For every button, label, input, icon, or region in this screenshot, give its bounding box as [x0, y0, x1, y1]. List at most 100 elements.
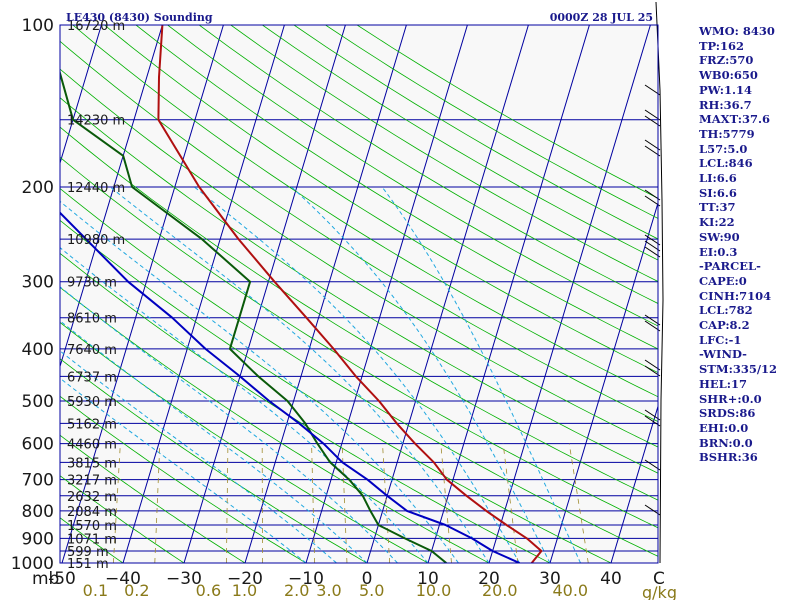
- dry-adiabat--30: [60, 475, 185, 563]
- stat-line: RH:36.7: [699, 97, 752, 112]
- temperature-tick-label: −30: [166, 569, 202, 589]
- dewpoint-trace: [60, 69, 447, 563]
- temperature-tick-label: 0: [362, 569, 373, 589]
- dry-adiabat-80: [60, 97, 658, 474]
- height-label: 151 m: [67, 557, 109, 572]
- temperature-unit-label: C: [653, 569, 665, 589]
- stat-line: SI:6.6: [699, 185, 737, 200]
- moist-adiabat-5: [60, 286, 398, 563]
- sounding-indices-panel: WMO: 8430 TP:162 FRZ:570 WB0:650 PW:1.14 RH:3…: [699, 24, 799, 465]
- axis-labels: 0.1 0.2 0.6 1.0 2.0 3.0 5.0 10.0 20.0 40.01002003…: [11, 16, 622, 600]
- dry-adiabat-60: [60, 156, 658, 529]
- isotherm--20: [244, 25, 407, 563]
- stat-line: LFC:-1: [699, 332, 742, 347]
- mixing-ratio-tick-label: 3.0: [316, 581, 341, 600]
- temperature-tick-label: 30: [539, 569, 561, 589]
- isotherm-20: [488, 25, 651, 563]
- height-label: 4460 m: [67, 438, 117, 453]
- dry-adiabat-50: [60, 187, 658, 557]
- mixing-ratio-tick-label: 10.0: [416, 581, 452, 600]
- height-label: 2084 m: [67, 505, 117, 520]
- isotherm--60: [60, 25, 163, 369]
- mixing-ratio-tick-label: 0.6: [196, 581, 221, 600]
- stat-line: -WIND-: [699, 347, 747, 362]
- pressure-tick-label: 300: [22, 273, 54, 293]
- sounding-traces: [60, 25, 543, 563]
- mixing-ratio-line-20: [502, 443, 519, 563]
- dry-adiabat-120: [104, 25, 658, 374]
- pressure-tick-label: 1000: [11, 554, 54, 574]
- stat-line: TP:162: [699, 38, 745, 53]
- dry-adiabat-100: [60, 40, 658, 423]
- mixing-ratio-tick-label: 5.0: [359, 581, 384, 600]
- pressure-tick-label: 100: [22, 16, 54, 36]
- stat-line: CAP:8.2: [699, 318, 750, 333]
- stat-line: KI:22: [699, 215, 735, 230]
- temperature-tick-label: −20: [227, 569, 263, 589]
- dry-adiabat-130: [135, 25, 658, 350]
- stat-line: HEL:17: [699, 376, 747, 391]
- stat-line: CINH:7104: [699, 288, 772, 303]
- isotherm-30: [549, 201, 658, 563]
- stat-line: STM:335/12: [699, 362, 778, 377]
- stat-line: LI:6.6: [699, 171, 737, 186]
- dry-adiabat--40: [60, 517, 124, 563]
- moist-adiabat--10: [60, 377, 307, 563]
- dry-adiabat-150: [198, 25, 658, 304]
- stat-line: LCL:782: [699, 303, 753, 318]
- height-label: 12440 m: [67, 181, 125, 196]
- isotherm--40: [122, 25, 285, 563]
- height-label: 9730 m: [67, 276, 117, 291]
- mixing-ratio-tick-label: 1.0: [232, 581, 257, 600]
- moist-adiabat--5: [60, 350, 337, 563]
- dry-adiabat-70: [60, 126, 658, 501]
- stat-line: WB0:650: [699, 68, 758, 83]
- temperature-tick-label: -50: [48, 569, 76, 589]
- stat-line: TT:37: [699, 200, 736, 215]
- diagram-grid: [60, 25, 658, 563]
- mixing-ratio-tick-label: 0.2: [124, 581, 149, 600]
- dry-adiabat-20: [60, 286, 490, 563]
- dry-adiabat-170: [262, 25, 658, 261]
- pressure-tick-label: 500: [22, 392, 54, 412]
- isotherm-0: [366, 25, 529, 563]
- moist-adiabat-30: [291, 186, 551, 563]
- valid-time: 0000Z 28 JUL 25: [550, 11, 653, 24]
- height-label: 1570 m: [67, 519, 117, 534]
- moist-adiabat-10: [60, 246, 429, 563]
- height-label: 5930 m: [67, 395, 117, 410]
- height-label: 16720 m: [67, 19, 125, 34]
- isotherm--70: [60, 25, 102, 165]
- height-label: 5162 m: [67, 417, 117, 432]
- stat-line: SW:90: [699, 229, 740, 244]
- mixing-ratio-tick-label: 0.1: [83, 581, 108, 600]
- temperature-trace: [157, 25, 543, 563]
- mixing-ratio-tick-label: 2.0: [284, 581, 309, 600]
- pressure-unit-label: mb: [32, 569, 59, 589]
- moist-adiabat-0: [60, 320, 368, 563]
- parcel-trace: [60, 211, 520, 563]
- stat-line: -PARCEL-: [699, 259, 761, 274]
- isotherm-40: [610, 404, 658, 563]
- temperature-tick-label: 10: [417, 569, 439, 589]
- stat-line: MAXT:37.6: [699, 112, 770, 127]
- moist-adiabat-15: [60, 200, 459, 563]
- stat-line: EHI:0.0: [699, 420, 749, 435]
- height-label: 2632 m: [67, 490, 117, 505]
- stat-line: PW:1.14: [699, 82, 753, 97]
- dry-adiabat-90: [60, 68, 658, 448]
- mixing-ratio-unit-label: g/kg: [642, 583, 677, 600]
- mixing-ratio-tick-label: 40.0: [552, 581, 588, 600]
- pressure-tick-label: 600: [22, 435, 54, 455]
- dry-adiabat--20: [60, 434, 246, 563]
- moist-adiabat-20: [109, 186, 490, 563]
- isotherm--10: [305, 25, 468, 563]
- dry-adiabat-160: [230, 25, 658, 282]
- height-label: 14230 m: [67, 114, 125, 129]
- plot-frame: [59, 24, 659, 564]
- height-label: 10980 m: [67, 233, 125, 248]
- temperature-tick-label: −40: [105, 569, 141, 589]
- dry-adiabat--10: [60, 395, 307, 563]
- temperature-tick-label: 40: [600, 569, 622, 589]
